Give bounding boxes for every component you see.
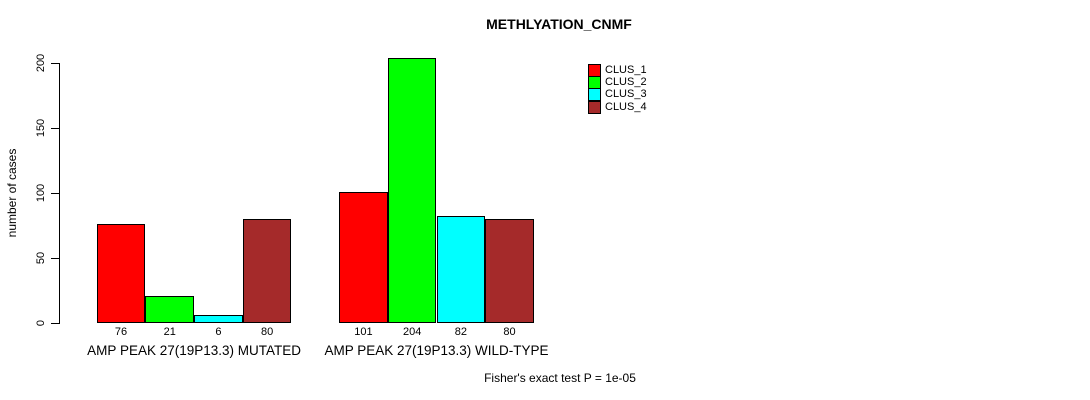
legend-swatch (588, 88, 601, 102)
bar-value-label: 76 (114, 326, 128, 338)
legend-item: CLUS_1 (588, 63, 647, 77)
bar-CLUS_2 (145, 295, 195, 323)
annotation-text: Fisher's exact test P = 1e-05 (484, 371, 636, 385)
legend-swatch (588, 76, 601, 90)
bar-CLUS_1 (339, 191, 388, 323)
y-axis-tick (51, 128, 59, 129)
bar-CLUS_1 (96, 224, 146, 323)
y-axis-tick-label: 50 (35, 251, 47, 265)
legend-swatch (588, 100, 601, 114)
bar-CLUS_3 (194, 315, 243, 323)
legend: CLUS_1 CLUS_2 CLUS_3 CLUS_4 (588, 63, 647, 114)
category-label: AMP PEAK 27(19P13.3) WILD-TYPE (324, 343, 549, 358)
legend-swatch (588, 63, 601, 77)
y-axis-tick (51, 323, 59, 324)
y-axis-tick-label: 100 (35, 183, 47, 203)
bar-CLUS_4 (485, 219, 534, 323)
y-axis-label: number of cases (5, 148, 19, 238)
category-label: AMP PEAK 27(19P13.3) MUTATED (87, 343, 302, 358)
y-axis-tick (51, 258, 59, 259)
y-axis-tick-label: 0 (35, 319, 47, 327)
y-axis-tick (51, 193, 59, 194)
y-axis-tick-label: 150 (35, 118, 47, 138)
bar-value-label: 6 (215, 326, 222, 338)
legend-item: CLUS_3 (588, 88, 647, 102)
chart-title: METHLYATION_CNMF (486, 16, 632, 32)
y-axis-tick-label: 200 (35, 53, 47, 73)
bar-value-label: 21 (163, 326, 176, 338)
y-axis-line (59, 63, 60, 324)
bar-value-label: 80 (503, 326, 516, 338)
bar-value-label: 80 (261, 326, 274, 338)
bar-value-label: 101 (354, 326, 373, 338)
legend-item: CLUS_2 (588, 76, 647, 90)
bar-value-label: 82 (454, 326, 467, 338)
bar-CLUS_3 (436, 216, 486, 323)
legend-label: CLUS_4 (605, 100, 647, 113)
y-axis-tick (51, 63, 59, 64)
legend-label: CLUS_2 (605, 76, 647, 89)
bar-CLUS_4 (242, 219, 292, 323)
bar-CLUS_2 (387, 57, 437, 323)
legend-label: CLUS_1 (605, 63, 647, 76)
legend-label: CLUS_3 (605, 88, 647, 101)
legend-item: CLUS_4 (588, 100, 647, 114)
bar-value-label: 204 (402, 326, 422, 338)
